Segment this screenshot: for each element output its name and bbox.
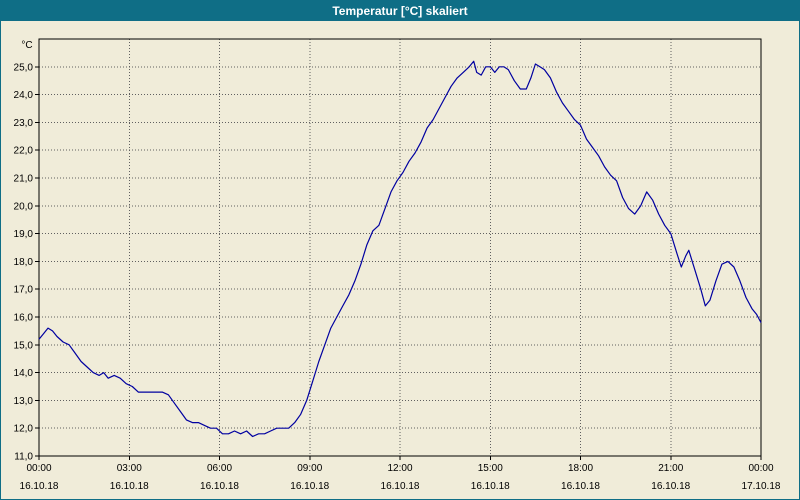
y-axis-tick-label: 14,0 <box>14 368 34 379</box>
temperature-line <box>38 60 762 438</box>
y-axis-tick-label: 13,0 <box>14 396 34 407</box>
x-axis-time-label: 09:00 <box>297 463 322 474</box>
chart-area: 25,0 24,0 23,0 22,0 21,0 20,0 19,0 18,0 17,0 16,0… <box>1 21 799 499</box>
x-axis-date-label: 16.10.18 <box>110 481 149 492</box>
y-axis-tick-label: 12,0 <box>14 424 34 435</box>
y-axis-tick-label: 23,0 <box>14 118 34 129</box>
temperature-chart: 25,0 24,0 23,0 22,0 21,0 20,0 19,0 18,0 17,0 16,0… <box>14 38 781 492</box>
x-axis-date-label: 16.10.18 <box>381 481 420 492</box>
y-axis-tick-label: 21,0 <box>14 174 34 185</box>
x-axis-date-label: 17.10.18 <box>742 481 781 492</box>
x-axis-date-label: 16.10.18 <box>20 481 59 492</box>
x-axis-time-label: 15:00 <box>478 463 503 474</box>
x-axis-date-label: 16.10.18 <box>651 481 690 492</box>
y-axis-tick-label: 20,0 <box>14 201 34 212</box>
x-axis-date-label: 16.10.18 <box>200 481 239 492</box>
x-axis-date-label: 16.10.18 <box>561 481 600 492</box>
plot-frame <box>38 38 762 457</box>
y-axis-tick-label: 19,0 <box>14 229 34 240</box>
x-axis-time-label: 12:00 <box>387 463 412 474</box>
x-axis-time-label: 06:00 <box>207 463 232 474</box>
y-axis-tick-label: 16,0 <box>14 313 34 324</box>
window-title: Temperatur [°C] skaliert <box>332 4 468 18</box>
x-axis-time-label: 03:00 <box>117 463 142 474</box>
y-axis-tick-label: 22,0 <box>14 146 34 157</box>
x-axis-date-label: 16.10.18 <box>290 481 329 492</box>
x-axis-time-label: 18:00 <box>568 463 593 474</box>
y-axis-tick-label: 17,0 <box>14 285 34 296</box>
x-axis-time-label: 21:00 <box>658 463 683 474</box>
x-axis-time-label: 00:00 <box>748 463 773 474</box>
x-axis-time-label: 00:00 <box>26 463 51 474</box>
y-axis-tick-label: 15,0 <box>14 340 34 351</box>
x-axis-date-label: 16.10.18 <box>471 481 510 492</box>
window-title-bar: Temperatur [°C] skaliert <box>1 1 799 21</box>
y-axis-tick-label: 24,0 <box>14 90 34 101</box>
y-axis-tick-label: 25,0 <box>14 62 34 73</box>
y-axis-tick-label: 11,0 <box>14 452 33 463</box>
y-axis-unit-label: °C <box>21 40 32 51</box>
y-axis-tick-label: 18,0 <box>14 257 34 268</box>
